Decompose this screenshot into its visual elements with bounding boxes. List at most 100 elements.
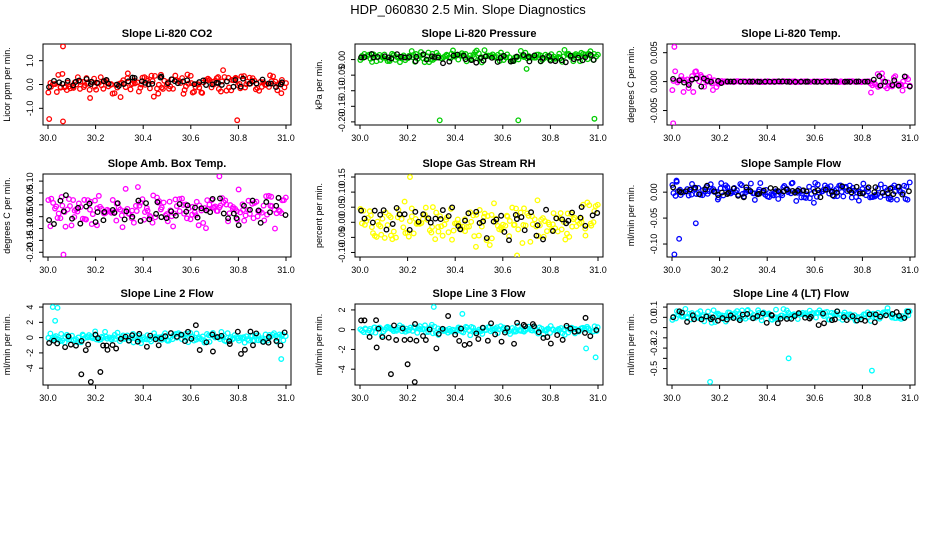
y-axis-label: ml/min per min.	[626, 314, 636, 376]
panel-title: Slope Li-820 Temp.	[741, 28, 840, 40]
data-point-black	[590, 57, 597, 63]
data-point	[94, 222, 100, 229]
data-point-black	[774, 320, 781, 327]
data-point-black	[369, 219, 376, 226]
data-point	[450, 227, 457, 234]
data-point-black	[777, 315, 784, 322]
data-point-black	[282, 212, 289, 218]
data-point	[536, 222, 543, 229]
data-point-black	[839, 183, 846, 190]
data-point	[590, 219, 597, 226]
data-point-black	[259, 76, 266, 83]
panel-8: Slope Line 3 Flow ml/min per min. -4 -2 0 2 30…	[314, 288, 607, 403]
data-point-black	[704, 182, 710, 189]
data-point-black	[563, 322, 570, 329]
data-point-black	[64, 77, 71, 84]
data-point-black	[92, 219, 99, 225]
data-point	[481, 47, 488, 54]
data-point	[151, 72, 158, 79]
data-point-black	[578, 204, 585, 210]
data-point-black	[829, 192, 836, 199]
data-point-black	[461, 341, 468, 348]
data-point	[670, 120, 677, 125]
x-tick-label: 30.0	[39, 133, 57, 143]
data-point	[459, 310, 466, 317]
data-point	[672, 68, 679, 75]
data-point-black	[375, 325, 382, 332]
y-tick-label: 0.00	[337, 214, 347, 232]
data-point	[60, 251, 67, 257]
y-tick-label: -0.15	[25, 230, 35, 251]
data-point-black	[209, 195, 216, 202]
data-point-black	[223, 78, 230, 85]
data-point	[594, 324, 601, 331]
data-point	[676, 235, 683, 242]
data-point-black	[518, 214, 525, 221]
panel-title: Slope Gas Stream RH	[422, 158, 535, 170]
data-point-black	[57, 197, 64, 204]
y-tick-label: -1.0	[25, 101, 35, 117]
data-point	[562, 236, 569, 243]
data-point-black	[232, 77, 239, 83]
data-point	[689, 73, 696, 80]
data-point-black	[821, 320, 827, 327]
data-point	[199, 333, 206, 340]
data-point-black	[730, 185, 737, 192]
data-point	[491, 200, 497, 207]
data-point-black	[501, 228, 508, 235]
data-point	[890, 74, 897, 81]
data-point-black	[428, 53, 435, 60]
data-point-black	[681, 79, 688, 86]
y-tick-label: -0.05	[337, 65, 347, 86]
data-point-black	[684, 318, 691, 325]
data-point-black	[848, 189, 855, 196]
x-tick-label: 30.6	[182, 393, 200, 403]
data-point	[148, 72, 155, 79]
data-point-black	[420, 333, 426, 339]
data-point-black	[843, 317, 850, 324]
data-point	[368, 224, 375, 231]
data-points	[357, 174, 601, 257]
panel-title: Slope Sample Flow	[741, 158, 842, 170]
data-point-black	[891, 77, 898, 84]
data-point-black	[217, 195, 223, 202]
x-tick-label: 30.2	[399, 393, 417, 403]
data-point-black	[158, 73, 165, 80]
data-point	[129, 207, 136, 214]
data-point-black	[240, 75, 246, 82]
data-point	[586, 202, 593, 209]
data-point-black	[547, 340, 554, 347]
data-point-black	[178, 331, 185, 338]
x-tick-label: 30.2	[711, 133, 729, 143]
data-point-black	[263, 199, 270, 205]
data-point	[60, 118, 66, 125]
data-point-black	[257, 219, 264, 226]
data-point-black	[121, 216, 128, 223]
data-point	[429, 330, 436, 337]
data-point-black	[207, 209, 214, 216]
data-point-black	[703, 313, 710, 320]
data-point	[582, 225, 589, 232]
y-tick-label: 0.000	[649, 70, 659, 93]
x-tick-label: 30.6	[182, 133, 200, 143]
data-point	[475, 232, 482, 239]
data-point	[59, 202, 66, 209]
data-point	[802, 194, 809, 201]
data-point	[534, 197, 541, 204]
data-point	[390, 228, 397, 235]
data-point-black	[230, 210, 237, 217]
data-point	[87, 206, 93, 213]
data-point-black	[176, 201, 183, 208]
y-tick-label: -0.05	[649, 208, 659, 229]
data-point-black	[803, 188, 810, 195]
data-point	[241, 217, 248, 224]
data-point	[144, 207, 151, 214]
data-point-black	[226, 338, 233, 345]
data-point-black	[575, 327, 582, 334]
y-axis-label: ml/min per min.	[626, 185, 636, 247]
data-point-black	[113, 345, 120, 352]
data-point-black	[46, 340, 53, 346]
plot-frame	[42, 43, 292, 126]
plot-frame	[666, 173, 916, 258]
data-point	[527, 238, 534, 245]
